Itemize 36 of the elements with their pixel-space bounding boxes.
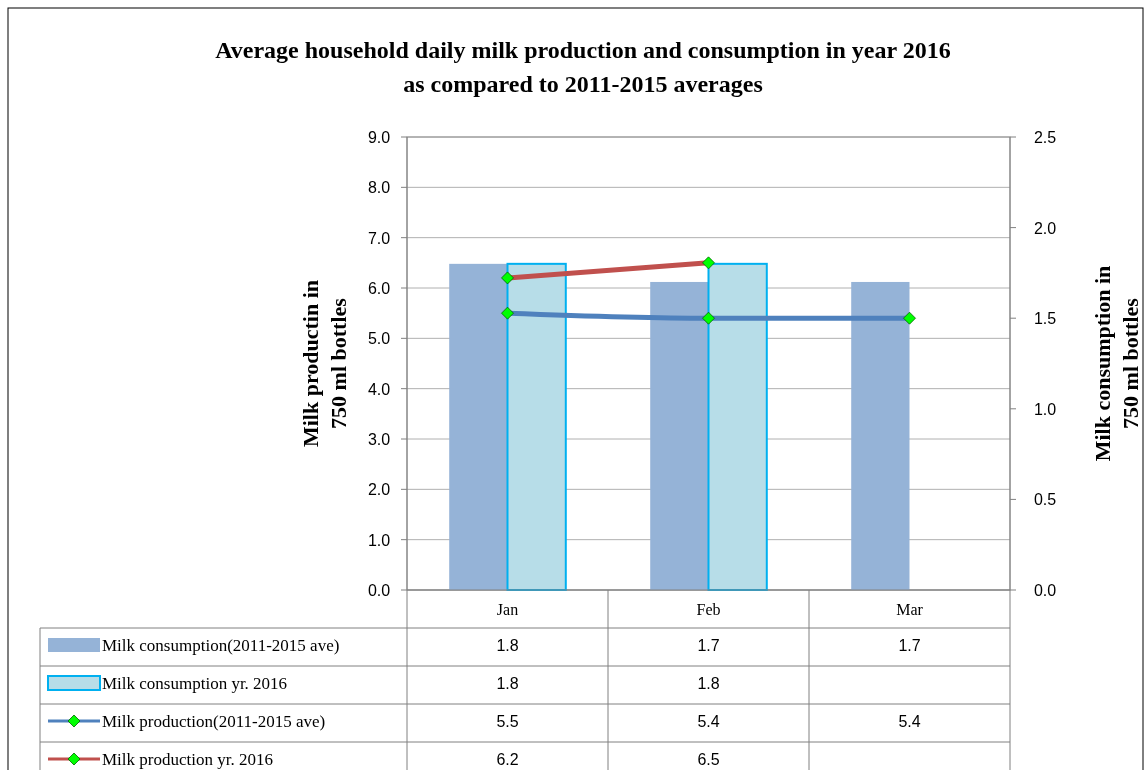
legend-label: Milk consumption(2011-2015 ave) [102, 636, 340, 655]
y-tick-label: 0.0 [367, 582, 391, 599]
y2-tick-label: 2.0 [1033, 219, 1057, 237]
y-tick-label: 2.0 [367, 481, 391, 499]
x-tick-label: Jan [496, 601, 519, 618]
y2-tick-label: 0.0 [1033, 582, 1057, 599]
data-label: 5.5 [496, 713, 519, 730]
data-label: 1.7 [697, 637, 720, 654]
data-label: 1.8 [697, 675, 720, 692]
chart-title: Average household daily milk production and consumption in year 2016 as compared to 2011-2015 averages [215, 37, 951, 97]
data-label: 1.7 [898, 637, 921, 654]
legend-label: Milk production(2011-2015 ave) [102, 712, 326, 731]
y-tick-label: 4.0 [367, 380, 391, 398]
y2-tick-label: 0.5 [1033, 491, 1057, 509]
y-tick-label: 8.0 [367, 179, 391, 197]
data-label: 6.5 [697, 751, 720, 768]
y-tick-label: 7.0 [367, 229, 391, 247]
y-tick-label: 9.0 [367, 129, 391, 146]
y-axis-title: Milk productin in 750 ml bottles [298, 279, 351, 448]
y-tick-label: 1.0 [367, 531, 391, 549]
y-tick-label: 5.0 [367, 330, 391, 348]
data-label: 1.8 [496, 675, 519, 692]
data-label: 6.2 [496, 751, 519, 768]
y2-tick-label: 1.0 [1033, 400, 1057, 418]
x-tick-label: Feb [696, 601, 721, 618]
legend-label: Milk consumption yr. 2016 [102, 674, 288, 693]
y-tick-label: 3.0 [367, 431, 391, 448]
legend-label: Milk production yr. 2016 [102, 750, 273, 769]
x-tick-label: Mar [896, 601, 924, 618]
y2-tick-label: 1.5 [1033, 310, 1057, 328]
y-tick-label: 6.0 [367, 280, 391, 297]
data-label: 1.8 [496, 637, 519, 654]
y2-tick-label: 2.5 [1033, 129, 1057, 146]
y2-axis-title: Milk consumption in 750 ml bottles [1090, 265, 1143, 462]
data-label: 5.4 [697, 713, 720, 730]
data-label: 5.4 [898, 713, 921, 730]
